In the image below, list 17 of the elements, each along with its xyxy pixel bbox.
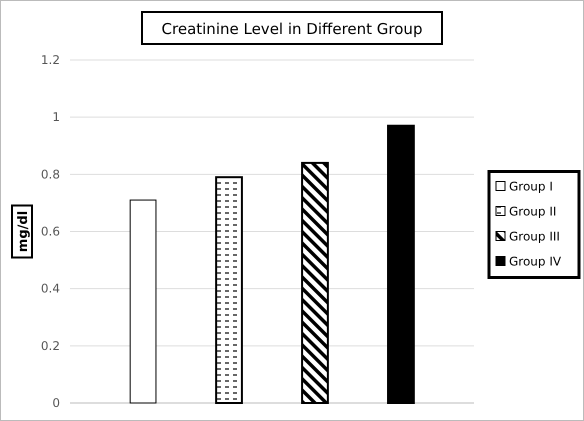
legend-label: Group IV [509,254,562,268]
y-tick-label: 1.2 [40,53,60,67]
legend-label: Group II [509,204,556,218]
legend-label: Group III [509,230,560,244]
y-axis-title: mg/dl [16,210,31,252]
y-tick-label: 0 [52,396,60,410]
legend-label: Group I [509,180,553,194]
bar [130,200,156,404]
bar [301,162,329,404]
chart-title: Creatinine Level in Different Group [162,20,422,38]
y-tick-label: 0.4 [40,282,60,296]
bar [387,124,415,404]
y-tick-label: 0.6 [40,224,60,238]
bar [215,176,243,404]
y-tick-label: 1 [52,110,60,124]
y-tick-label: 0.8 [40,167,60,182]
y-tick-label: 0.2 [40,338,60,353]
